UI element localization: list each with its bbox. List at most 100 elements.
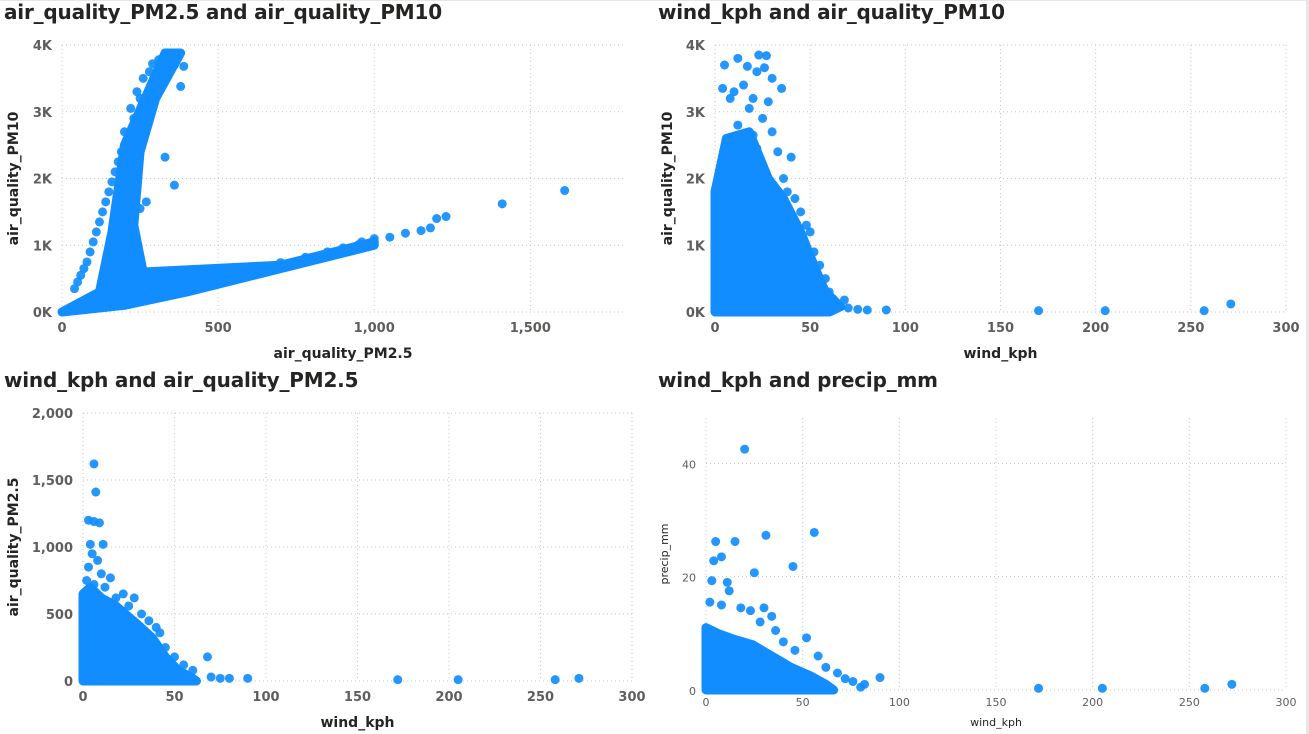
data-point[interactable] xyxy=(166,49,176,59)
data-point[interactable] xyxy=(85,539,95,549)
data-point[interactable] xyxy=(169,60,179,70)
data-point[interactable] xyxy=(169,180,179,190)
data-point[interactable] xyxy=(786,152,796,162)
data-point[interactable] xyxy=(224,673,234,683)
data-point[interactable] xyxy=(400,228,410,238)
data-point[interactable] xyxy=(748,93,758,103)
data-point[interactable] xyxy=(338,243,348,253)
data-point[interactable] xyxy=(144,67,154,77)
data-point[interactable] xyxy=(737,140,747,150)
data-point[interactable] xyxy=(828,294,838,304)
data-point[interactable] xyxy=(453,675,463,685)
data-point[interactable] xyxy=(129,593,139,603)
data-point[interactable] xyxy=(740,444,750,454)
data-point[interactable] xyxy=(875,673,885,683)
data-point[interactable] xyxy=(369,234,379,244)
data-point[interactable] xyxy=(135,93,145,103)
data-point[interactable] xyxy=(832,668,842,678)
data-point[interactable] xyxy=(805,227,815,237)
data-point[interactable] xyxy=(862,305,872,315)
data-point[interactable] xyxy=(790,645,800,655)
data-point[interactable] xyxy=(759,63,769,73)
data-point[interactable] xyxy=(733,120,743,130)
data-point[interactable] xyxy=(881,305,891,315)
data-point[interactable] xyxy=(89,459,99,469)
data-point[interactable] xyxy=(730,537,740,547)
data-point[interactable] xyxy=(742,61,752,71)
data-point[interactable] xyxy=(148,59,158,69)
data-point[interactable] xyxy=(113,157,123,167)
data-point[interactable] xyxy=(82,257,92,267)
data-point[interactable] xyxy=(151,77,161,87)
data-point[interactable] xyxy=(179,660,189,670)
data-point[interactable] xyxy=(759,603,769,613)
data-point[interactable] xyxy=(111,593,121,603)
data-point[interactable] xyxy=(206,672,216,682)
data-point[interactable] xyxy=(82,576,92,585)
data-point[interactable] xyxy=(729,87,739,97)
data-point[interactable] xyxy=(788,561,798,571)
data-point[interactable] xyxy=(73,277,83,287)
data-point[interactable] xyxy=(132,87,142,97)
data-point[interactable] xyxy=(198,277,207,287)
data-point[interactable] xyxy=(778,637,788,647)
data-point[interactable] xyxy=(432,214,442,224)
data-point[interactable] xyxy=(118,589,128,599)
data-point[interactable] xyxy=(752,67,762,77)
data-point[interactable] xyxy=(777,83,787,93)
data-point[interactable] xyxy=(76,270,86,280)
data-point[interactable] xyxy=(711,537,721,547)
data-point[interactable] xyxy=(160,643,170,652)
data-point[interactable] xyxy=(88,237,98,247)
data-point[interactable] xyxy=(123,137,133,147)
data-point[interactable] xyxy=(758,113,768,123)
data-point[interactable] xyxy=(385,232,395,242)
data-point[interactable] xyxy=(752,143,762,153)
data-point[interactable] xyxy=(188,665,198,675)
data-point[interactable] xyxy=(94,518,104,528)
data-point[interactable] xyxy=(98,207,108,217)
data-point[interactable] xyxy=(129,113,139,123)
data-point[interactable] xyxy=(301,252,311,262)
data-point[interactable] xyxy=(705,597,715,607)
data-point[interactable] xyxy=(1199,306,1209,316)
data-point[interactable] xyxy=(767,73,777,83)
data-point[interactable] xyxy=(85,247,95,257)
data-point[interactable] xyxy=(1100,306,1110,316)
data-point[interactable] xyxy=(110,167,120,177)
data-point[interactable] xyxy=(716,552,726,562)
data-point[interactable] xyxy=(848,677,858,686)
data-point[interactable] xyxy=(83,562,93,572)
data-point[interactable] xyxy=(276,258,286,268)
data-point[interactable] xyxy=(251,264,261,274)
data-point[interactable] xyxy=(144,616,154,626)
data-point[interactable] xyxy=(91,227,101,237)
data-point[interactable] xyxy=(116,147,126,157)
data-point[interactable] xyxy=(718,83,728,93)
data-point[interactable] xyxy=(856,682,866,692)
data-point[interactable] xyxy=(104,187,114,197)
data-point[interactable] xyxy=(724,586,734,596)
data-point[interactable] xyxy=(809,527,819,537)
data-point[interactable] xyxy=(745,606,755,616)
data-point[interactable] xyxy=(744,103,754,113)
data-point[interactable] xyxy=(802,633,812,643)
data-point[interactable] xyxy=(709,556,719,566)
data-point[interactable] xyxy=(138,73,148,83)
data-point[interactable] xyxy=(767,187,777,197)
data-point[interactable] xyxy=(160,152,170,162)
data-point[interactable] xyxy=(357,237,367,247)
data-point[interactable] xyxy=(815,260,825,270)
data-point[interactable] xyxy=(754,50,764,60)
data-point[interactable] xyxy=(322,247,332,257)
chart-wind-vs-precip[interactable]: wind_kph and precip_mm 0 50 100 150 200 250 30… xyxy=(654,368,1306,734)
chart-pm25-vs-pm10[interactable]: air_quality_PM2.5 and air_quality_PM10 0… xyxy=(0,0,650,368)
data-point[interactable] xyxy=(763,97,773,107)
data-point[interactable] xyxy=(748,194,758,204)
data-point[interactable] xyxy=(755,617,765,627)
data-point[interactable] xyxy=(126,103,136,113)
data-point[interactable] xyxy=(796,207,806,217)
data-point[interactable] xyxy=(824,287,834,297)
data-point[interactable] xyxy=(725,93,735,103)
data-point[interactable] xyxy=(137,609,147,619)
